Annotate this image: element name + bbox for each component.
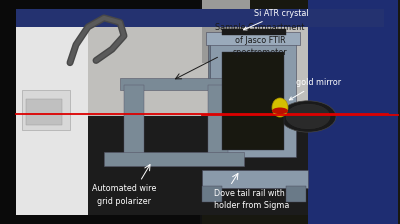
Ellipse shape <box>272 98 288 117</box>
Bar <box>202 170 308 188</box>
Text: Automated wire
grid polarizer: Automated wire grid polarizer <box>92 184 156 206</box>
Ellipse shape <box>272 108 288 114</box>
Bar <box>308 0 398 224</box>
Bar <box>124 85 144 157</box>
Bar <box>222 52 284 150</box>
Bar <box>104 152 244 166</box>
Text: Sample Compartment
of Jasco FTIR
spectrometer: Sample Compartment of Jasco FTIR spectro… <box>215 23 305 57</box>
Bar <box>328 27 388 215</box>
Bar <box>202 186 222 202</box>
Bar <box>16 27 88 215</box>
Bar <box>286 186 306 202</box>
Text: Si ATR crystal: Si ATR crystal <box>244 9 309 30</box>
Circle shape <box>280 101 336 132</box>
Bar <box>88 27 328 116</box>
Bar <box>16 9 384 27</box>
Bar <box>120 78 240 90</box>
Text: Dove tail rail with
holder from Sigma: Dove tail rail with holder from Sigma <box>214 189 289 210</box>
Bar <box>208 40 236 157</box>
Bar <box>206 32 300 45</box>
Text: gold mirror: gold mirror <box>289 78 341 100</box>
Bar <box>26 99 62 125</box>
Bar <box>222 29 286 35</box>
Bar <box>210 40 296 157</box>
Bar <box>22 90 70 130</box>
Bar <box>208 85 228 157</box>
Bar <box>16 99 384 215</box>
Bar <box>0 0 200 224</box>
Bar <box>202 0 250 63</box>
Bar <box>202 0 400 224</box>
Circle shape <box>286 104 330 129</box>
